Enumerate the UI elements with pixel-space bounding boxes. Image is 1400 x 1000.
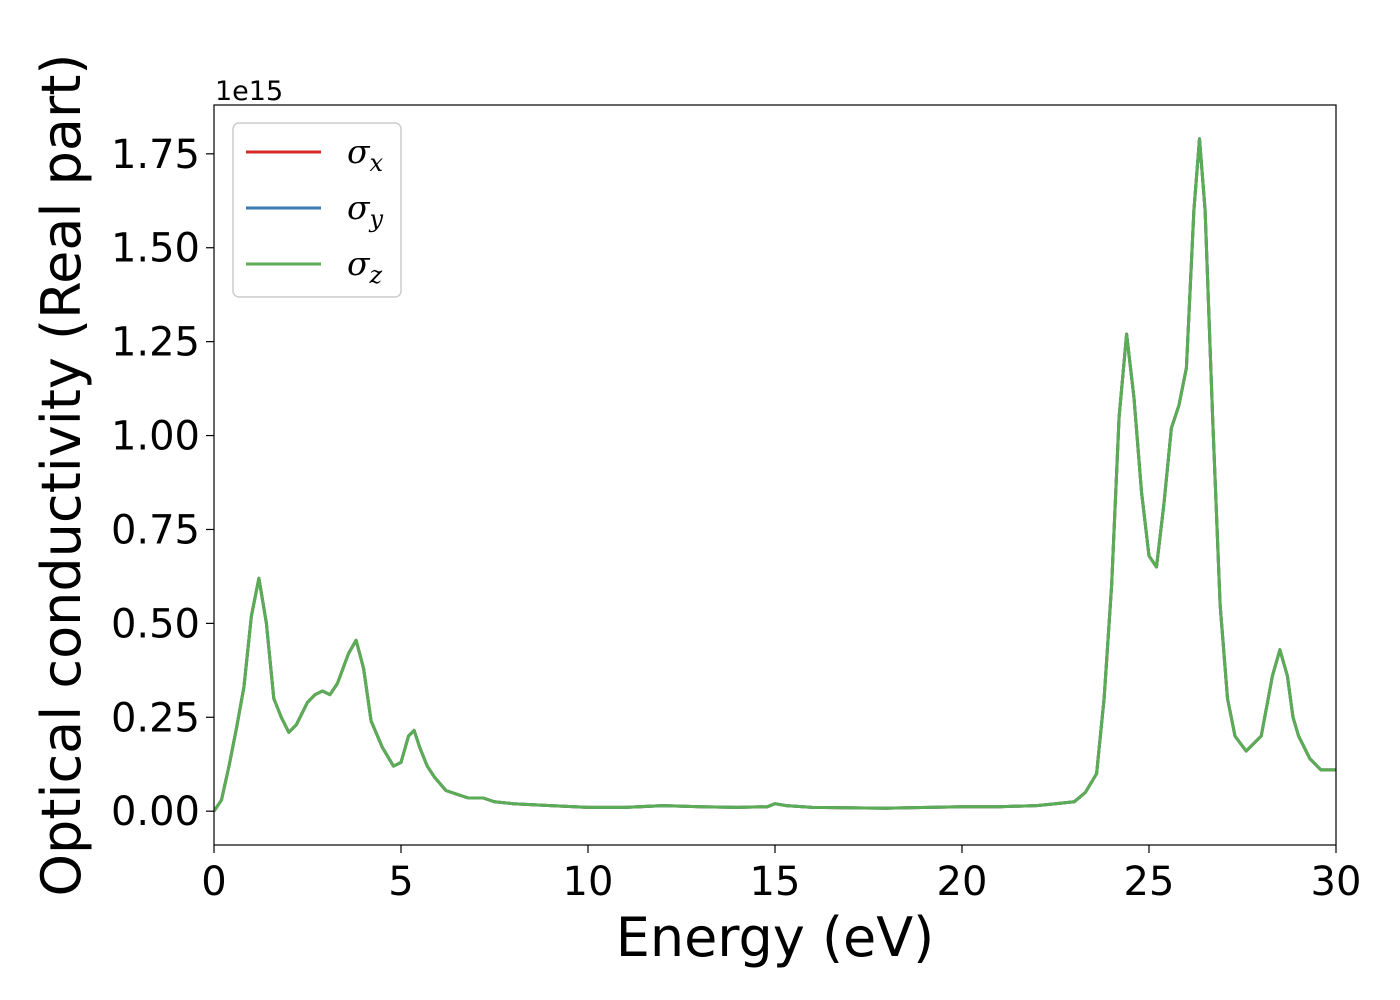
legend-label-sigma-y: σy (347, 188, 384, 233)
x-tick-label: 15 (750, 859, 801, 905)
x-tick-label: 10 (563, 859, 614, 905)
legend-box (232, 122, 402, 298)
y-tick-label: 1.25 (111, 320, 200, 366)
x-tick-label: 20 (937, 859, 988, 905)
x-tick-label: 5 (388, 859, 413, 905)
y-axis-label: Optical conductivity (Real part) (30, 54, 93, 897)
legend-label-sigma-z: σz (347, 244, 383, 289)
y-tick-label: 1.75 (111, 132, 200, 178)
series-line-sigma-z (214, 137, 1336, 813)
y-tick-label: 0.50 (111, 601, 200, 647)
legend: σx σy σz (232, 122, 402, 298)
y-tick-label: 0.00 (111, 789, 200, 835)
x-axis-label: Energy (eV) (616, 906, 935, 969)
legend-label-sigma-x: σx (347, 132, 384, 177)
x-tick-label: 25 (1124, 859, 1175, 905)
y-tick-label: 0.75 (111, 507, 200, 553)
x-tick-label: 0 (201, 859, 226, 905)
y-offset-label: 1e15 (215, 76, 283, 107)
y-tick-label: 1.00 (111, 414, 200, 460)
x-tick-label: 30 (1311, 859, 1362, 905)
y-tick-label: 1.50 (111, 226, 200, 272)
y-tick-label: 0.25 (111, 695, 200, 741)
